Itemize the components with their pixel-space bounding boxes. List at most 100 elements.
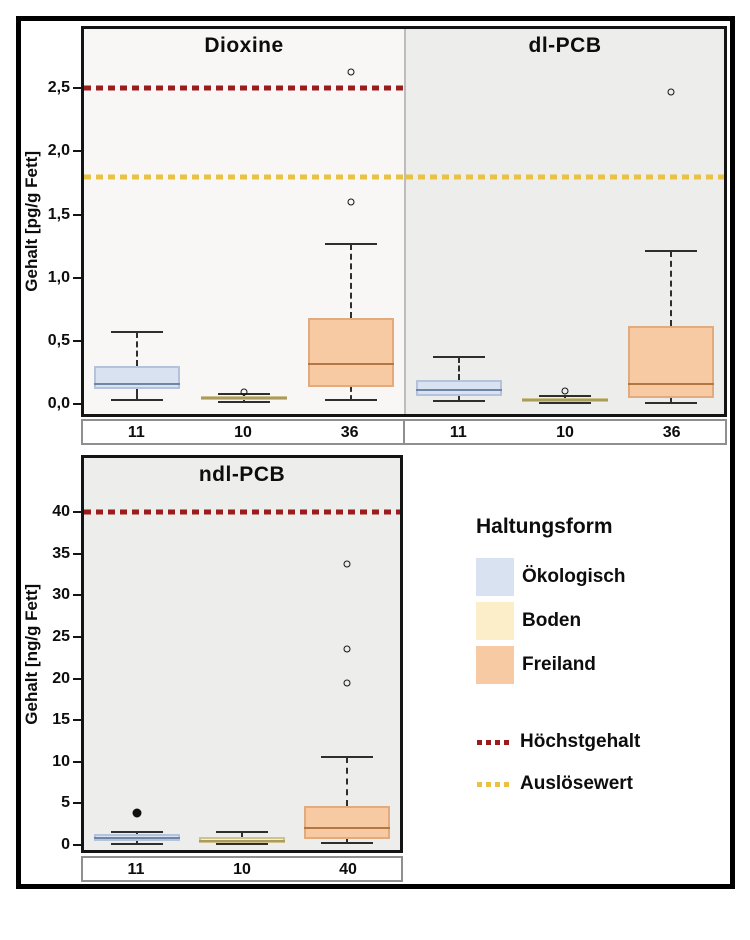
- whisker-lower: [346, 839, 349, 844]
- outlier-point: [343, 679, 351, 687]
- legend-label-ausloesewert: Auslösewert: [520, 773, 633, 794]
- y-tick-mark: [73, 635, 81, 638]
- y-tick-mark: [73, 511, 81, 514]
- y-tick-mark: [73, 213, 81, 216]
- boden-swatch-icon: [476, 602, 514, 640]
- sample-count-label: 10: [556, 424, 574, 441]
- panel-ndl-pcb: ndl-PCB: [84, 458, 400, 850]
- median-line: [307, 362, 394, 365]
- reference-line-ausloesewert: [406, 174, 724, 180]
- whisker-upper: [458, 357, 460, 380]
- legend-label-freiland: Freiland: [522, 654, 596, 675]
- sample-count-label: 36: [340, 424, 359, 441]
- outlier-point: [561, 387, 569, 395]
- y-tick-label: 15: [52, 711, 70, 729]
- whisker-cap-lower: [216, 843, 268, 846]
- y-tick-label: 30: [52, 586, 70, 604]
- reference-line-ausloesewert: [84, 174, 404, 180]
- whisker-cap-lower: [110, 842, 163, 845]
- panel-title-dioxine: Dioxine: [204, 34, 284, 57]
- whisker-cap-lower: [645, 401, 697, 404]
- whisker-cap-upper: [539, 394, 591, 397]
- whisker-upper: [241, 831, 243, 837]
- legend-line-ausloesewert: Auslösewert: [477, 773, 633, 794]
- whisker-lower: [135, 840, 138, 844]
- median-line: [522, 399, 608, 402]
- legend-item-freiland: Freiland: [476, 646, 596, 684]
- whisker-upper: [136, 331, 139, 367]
- median-line: [416, 389, 502, 392]
- box-freiland: [307, 318, 394, 388]
- median-line: [201, 396, 287, 399]
- sample-count-label: 10: [234, 424, 252, 441]
- y-tick-mark: [73, 150, 81, 153]
- legend-label-hoechstgehalt: Höchstgehalt: [520, 731, 641, 752]
- whisker-upper: [670, 251, 672, 326]
- whisker-cap-upper: [216, 830, 268, 833]
- y-tick-mark: [73, 677, 81, 680]
- whisker-cap-lower: [111, 399, 164, 402]
- y-tick-label: 25: [52, 627, 70, 645]
- sample-count-label: 11: [127, 424, 145, 441]
- box-freiland: [304, 805, 391, 840]
- y-tick-mark: [73, 760, 81, 763]
- y-tick-mark: [73, 87, 81, 90]
- y-tick-label: 35: [52, 544, 70, 562]
- y-tick-mark: [73, 844, 81, 846]
- sample-count-label: 11: [449, 424, 467, 441]
- whisker-cap-upper: [110, 830, 163, 833]
- legend-item-oekologisch: Ökologisch: [476, 558, 625, 596]
- panel-dl-pcb: dl-PCB: [404, 29, 724, 414]
- outlier-point: [343, 560, 351, 568]
- ndl-sample-count-strip: 11 10 40: [81, 856, 403, 882]
- legend-line-hoechstgehalt: Höchstgehalt: [477, 731, 641, 752]
- y-tick-mark: [73, 402, 81, 405]
- top-sample-count-strip: 11 10 36 11 10 36: [81, 419, 727, 445]
- ausloesewert-dash-icon: [477, 781, 510, 787]
- reference-line-hoechstgehalt: [84, 509, 400, 515]
- outlier-point: [240, 388, 248, 396]
- strip-dioxine: 11 10 36: [83, 421, 403, 443]
- whisker-cap-lower: [218, 401, 270, 403]
- whisker-lower: [136, 388, 139, 401]
- y-tick-label: 40: [52, 503, 70, 521]
- sample-count-label: 11: [127, 861, 145, 878]
- whisker-cap-upper: [645, 250, 697, 253]
- y-tick-label: 1,0: [47, 268, 70, 286]
- y-tick-mark: [73, 594, 81, 597]
- ndl-plot-area: ndl-PCB: [81, 455, 403, 853]
- y-tick-mark: [73, 339, 81, 342]
- median-line: [199, 840, 285, 843]
- ndl-y-axis: 0 5 10 15 20 25 30 35 40: [0, 458, 81, 853]
- whisker-cap-lower: [324, 399, 377, 402]
- y-tick-label: 1,5: [47, 205, 70, 223]
- top-plot-area: Dioxine dl-PCB: [81, 26, 727, 417]
- outlier-point: [347, 198, 355, 206]
- y-tick-mark: [73, 719, 81, 722]
- whisker-cap-lower: [321, 842, 374, 845]
- whisker-lower: [458, 396, 460, 402]
- y-tick-label: 10: [52, 752, 70, 770]
- y-tick-mark: [73, 276, 81, 279]
- outlier-point: [132, 808, 142, 818]
- box-ökologisch: [416, 379, 502, 397]
- whisker-upper: [346, 756, 349, 806]
- whisker-lower: [349, 387, 352, 401]
- freiland-swatch-icon: [476, 646, 514, 684]
- y-tick-label: 0,5: [47, 331, 70, 349]
- top-y-axis: 0,0 0,5 1,0 1,5 2,0 2,5: [0, 29, 81, 414]
- y-tick-label: 2,0: [47, 142, 70, 160]
- legend-item-boden: Boden: [476, 602, 581, 640]
- whisker-upper: [135, 831, 138, 835]
- strip-dl-pcb: 11 10 36: [403, 421, 725, 443]
- y-tick-label: 0: [61, 836, 70, 853]
- legend-label-oekologisch: Ökologisch: [522, 566, 626, 587]
- strip-ndl-pcb: 11 10 40: [83, 858, 401, 880]
- y-tick-label: 2,5: [47, 79, 70, 97]
- box-freiland: [628, 325, 714, 398]
- hoechstgehalt-dash-icon: [477, 739, 510, 745]
- reference-line-hoechstgehalt: [84, 85, 404, 91]
- panel-title-ndl-pcb: ndl-PCB: [198, 463, 286, 486]
- y-tick-mark: [73, 552, 81, 555]
